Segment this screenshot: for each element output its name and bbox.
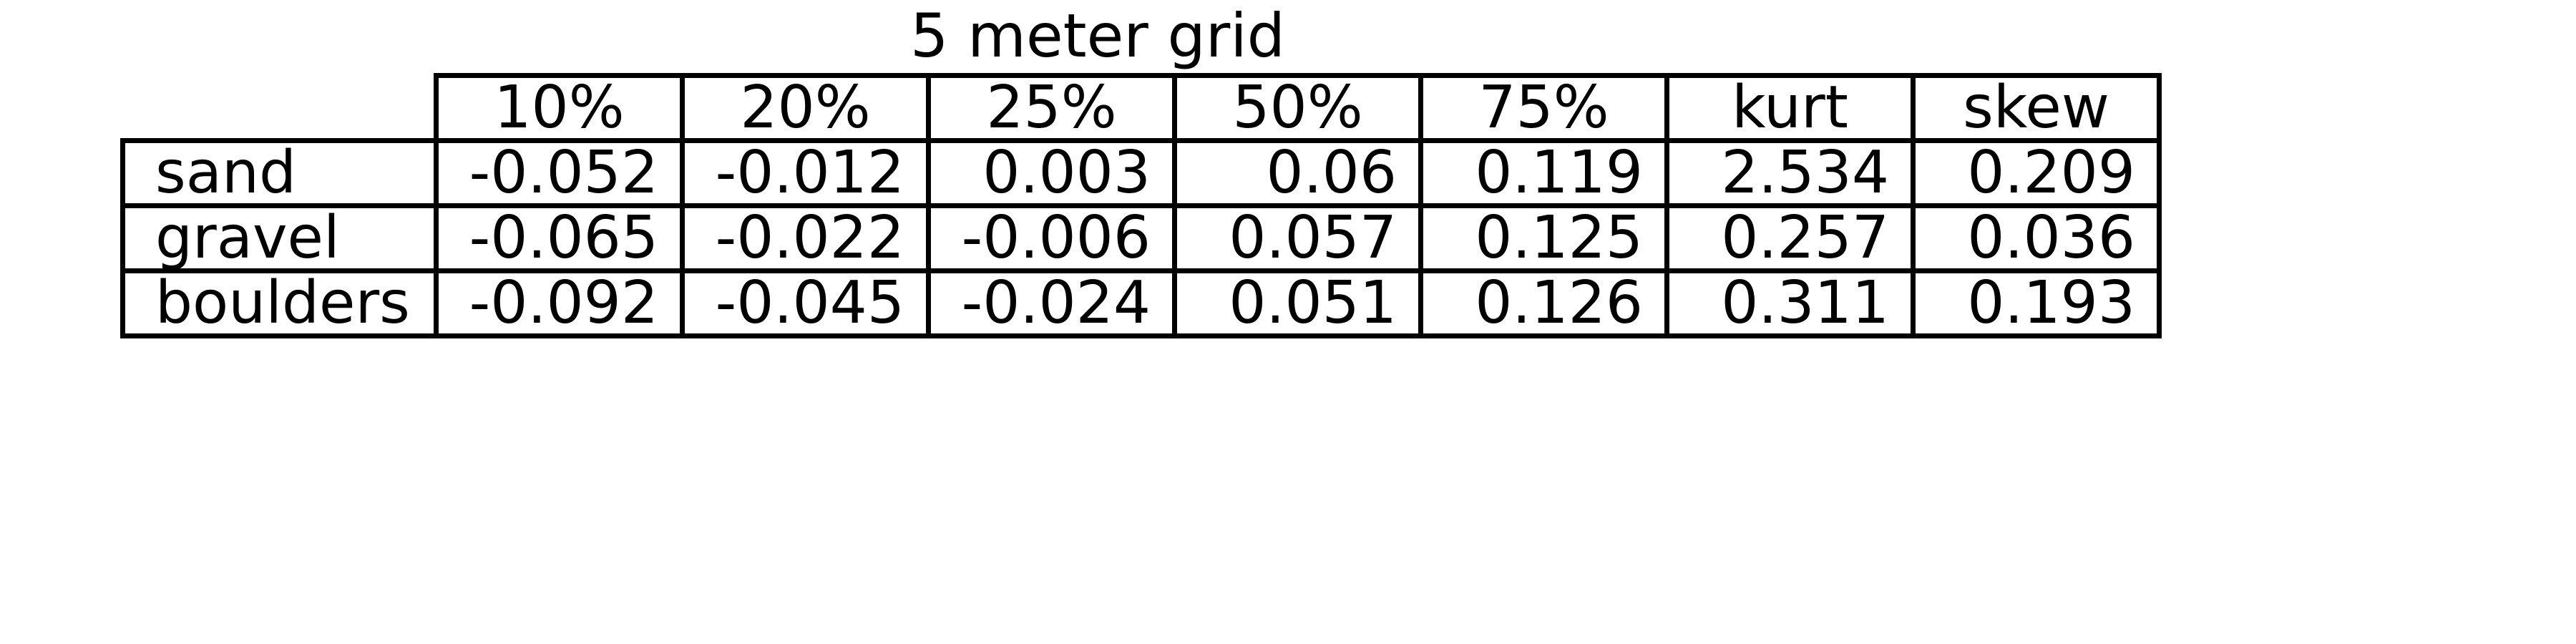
column-header: 75%: [1418, 73, 1669, 143]
table-cell: -0.006: [926, 203, 1177, 273]
table-cell: 2.534: [1664, 138, 1916, 208]
table-cell: 0.311: [1664, 268, 1916, 338]
table-cell: 0.06: [1172, 138, 1423, 208]
table-cell: -0.052: [434, 138, 685, 208]
table-cell: 0.193: [1911, 268, 2162, 338]
table-cell: -0.045: [680, 268, 931, 338]
table-row: boulders -0.092 -0.045 -0.024 0.051 0.12…: [120, 268, 2162, 338]
column-header: 20%: [680, 73, 931, 143]
column-header: 25%: [926, 73, 1177, 143]
table-cell: 0.057: [1172, 203, 1423, 273]
table-row: sand -0.052 -0.012 0.003 0.06 0.119 2.53…: [120, 138, 2162, 208]
table-cell: 0.126: [1418, 268, 1669, 338]
table-cell: 0.125: [1418, 203, 1669, 273]
row-label: boulders: [120, 268, 439, 338]
table-cell: 0.003: [926, 138, 1177, 208]
table-cell: -0.065: [434, 203, 685, 273]
row-label: sand: [120, 138, 439, 208]
table-cell: 0.209: [1911, 138, 2162, 208]
table-cell: -0.024: [926, 268, 1177, 338]
column-header: 10%: [434, 73, 685, 143]
table-title: 5 meter grid: [909, 1, 1285, 71]
table-cell: 0.036: [1911, 203, 2162, 273]
column-header: kurt: [1664, 73, 1916, 143]
table-cell: -0.022: [680, 203, 931, 273]
table-row: gravel -0.065 -0.022 -0.006 0.057 0.125 …: [120, 203, 2162, 273]
column-header: 50%: [1172, 73, 1423, 143]
header-row: 10% 20% 25% 50% 75% kurt skew: [122, 73, 2162, 143]
table-cell: 0.051: [1172, 268, 1423, 338]
statistics-table: 10% 20% 25% 50% 75% kurt skew sand -0.05…: [120, 73, 2162, 338]
column-header: skew: [1911, 73, 2162, 143]
table-cell: -0.012: [680, 138, 931, 208]
corner-cell: [122, 75, 439, 143]
table-cell: -0.092: [434, 268, 685, 338]
row-label: gravel: [120, 203, 439, 273]
table-cell: 0.119: [1418, 138, 1669, 208]
table-cell: 0.257: [1664, 203, 1916, 273]
